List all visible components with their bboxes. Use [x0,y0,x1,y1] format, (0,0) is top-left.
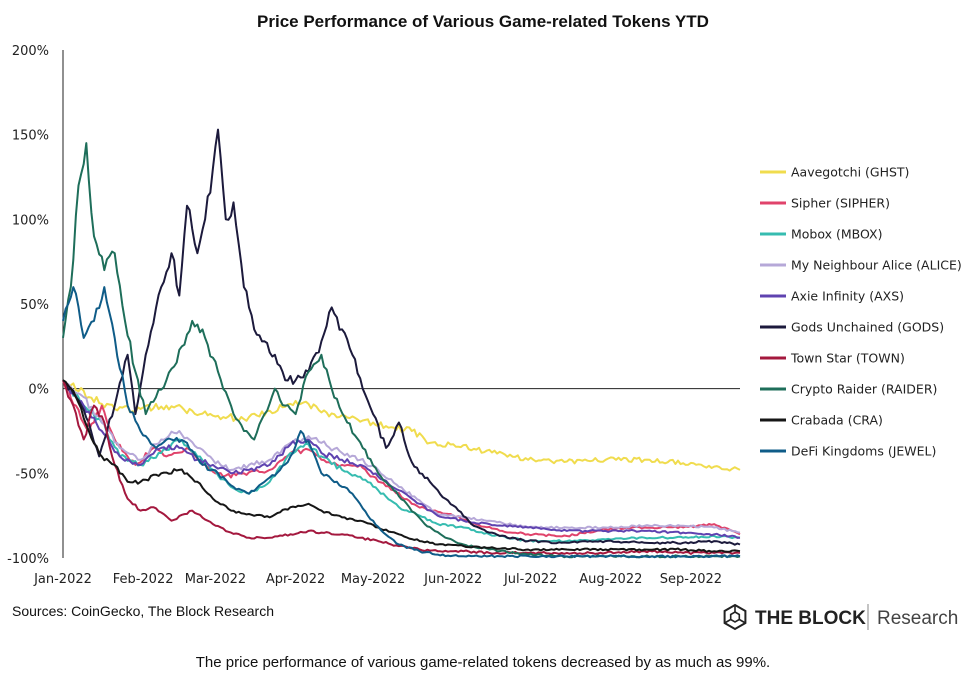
y-tick-label: 150% [12,129,49,144]
legend-label: Gods Unchained (GODS) [791,320,944,335]
brand-sub: Research [877,608,958,629]
source-text: Sources: CoinGecko, The Block Research [12,603,274,619]
plot-area [62,128,741,559]
legend-label: DeFi Kingdoms (JEWEL) [791,444,936,459]
series-line-8 [62,142,741,559]
figure-caption: The price performance of various game-re… [195,654,771,671]
cube-icon [723,603,747,631]
x-tick-label: Mar-2022 [185,572,246,587]
series-line-3 [62,379,741,543]
series-line-7 [62,379,741,555]
brand-logo: THE BLOCK Research [723,603,958,631]
legend-label: Aavegotchi (GHST) [791,165,909,180]
series-line-4 [62,379,741,534]
legend-label: Axie Infinity (AXS) [791,289,904,304]
legend-label: Mobox (MBOX) [791,227,883,242]
y-tick-label: 0% [28,383,49,398]
y-tick-label: -100% [7,552,49,567]
chart-title: Price Performance of Various Game-relate… [257,12,709,31]
series-line-5 [62,379,741,539]
y-axis: 200% 150% 100% 50% 0% -50% -100% [7,44,49,567]
x-axis: Jan-2022 Feb-2022 Mar-2022 Apr-2022 May-2022… [33,572,722,587]
x-tick-label: Feb-2022 [113,572,174,587]
legend: Aavegotchi (GHST) Sipher (SIPHER) Mobox (M… [760,165,962,459]
legend-label: Crabada (CRA) [791,413,883,428]
x-tick-label: Sep-2022 [660,572,722,587]
x-tick-label: May-2022 [341,572,405,587]
y-tick-label: 200% [12,44,49,59]
series-line-10 [62,286,741,559]
legend-label: Sipher (SIPHER) [791,196,890,211]
legend-label: Crypto Raider (RAIDER) [791,382,937,397]
legend-label: Town Star (TOWN) [790,351,905,366]
series-line-1 [62,379,741,472]
x-tick-label: Apr-2022 [266,572,325,587]
x-tick-label: Jun-2022 [423,572,482,587]
x-tick-label: Aug-2022 [579,572,642,587]
x-tick-label: Jan-2022 [33,572,92,587]
chart: Price Performance of Various Game-relate… [7,12,962,631]
brand-name: THE BLOCK [755,608,866,629]
series-line-9 [62,379,741,553]
legend-label: My Neighbour Alice (ALICE) [791,258,962,273]
y-tick-label: -50% [15,467,49,482]
y-tick-label: 50% [20,298,49,313]
x-tick-label: Jul-2022 [503,572,557,587]
y-tick-label: 100% [12,213,49,228]
series-line-6 [62,128,741,546]
